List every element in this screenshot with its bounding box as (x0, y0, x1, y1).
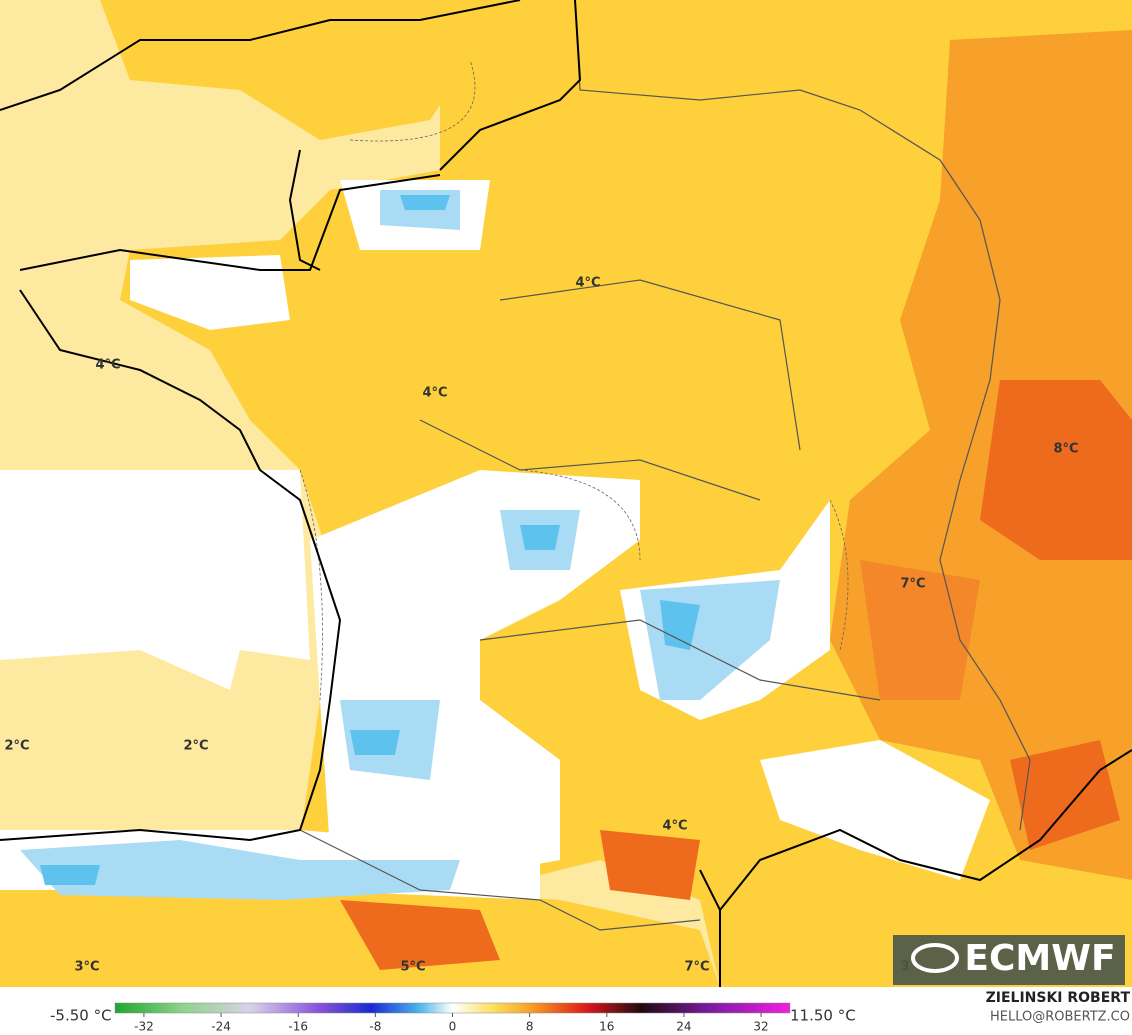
colorbar-tick-label: -32 (134, 1020, 154, 1034)
hot-field (340, 380, 1132, 970)
max-label: 11.50 °C (790, 1007, 856, 1025)
map-label: 4°C (575, 276, 600, 291)
colorbar-tick-label: 8 (526, 1020, 534, 1034)
colorbar-tick-label: -16 (288, 1020, 308, 1034)
colorbar-tick-label: 0 (449, 1020, 457, 1034)
border-line (299, 0, 1031, 931)
colorbar-scale (114, 1002, 791, 1014)
map-label: 2°C (183, 739, 208, 754)
map-label: 2°C (4, 739, 29, 754)
colorbar-tick-label: -8 (369, 1020, 381, 1034)
min-label: -5.50 °C (50, 1007, 112, 1025)
colorbar-tick-label: 16 (599, 1020, 614, 1034)
author: ZIELINSKI ROBERT (986, 990, 1131, 1006)
colorbar: -5.50 °C 11.50 °C -32 -24 -16 -8 0 8 16 24 32 (50, 1002, 856, 1034)
map-label: 8°C (1053, 442, 1078, 457)
map-label: 5°C (400, 960, 425, 975)
coastline (0, 0, 1132, 987)
logo-text: ECMWF (964, 938, 1115, 979)
map-label: 4°C (422, 386, 447, 401)
logo-icon (911, 943, 959, 973)
cold-field (40, 195, 700, 885)
map-label: 4°C (95, 358, 120, 373)
map-label: 7°C (900, 577, 925, 592)
cold-field (20, 190, 780, 900)
orange-field (860, 560, 980, 700)
colorbar-tick-label: -24 (211, 1020, 231, 1034)
cool-field (310, 470, 640, 880)
map-label: 4°C (662, 819, 687, 834)
contour-line (299, 59, 849, 701)
map-label: 3°C (74, 960, 99, 975)
warm-field (100, 0, 470, 140)
logo: ECMWF (893, 935, 1125, 985)
cool-field (0, 470, 310, 690)
map-area: 4°C 4°C 4°C 8°C 7°C 2°C 2°C 4°C 3°C 5°C … (0, 0, 1132, 987)
colorbar-tick-label: 24 (676, 1020, 691, 1034)
map-label: 7°C (684, 960, 709, 975)
contact: HELLO@ROBERTZ.CO (990, 1010, 1130, 1025)
colorbar-tick-label: 32 (753, 1020, 768, 1034)
